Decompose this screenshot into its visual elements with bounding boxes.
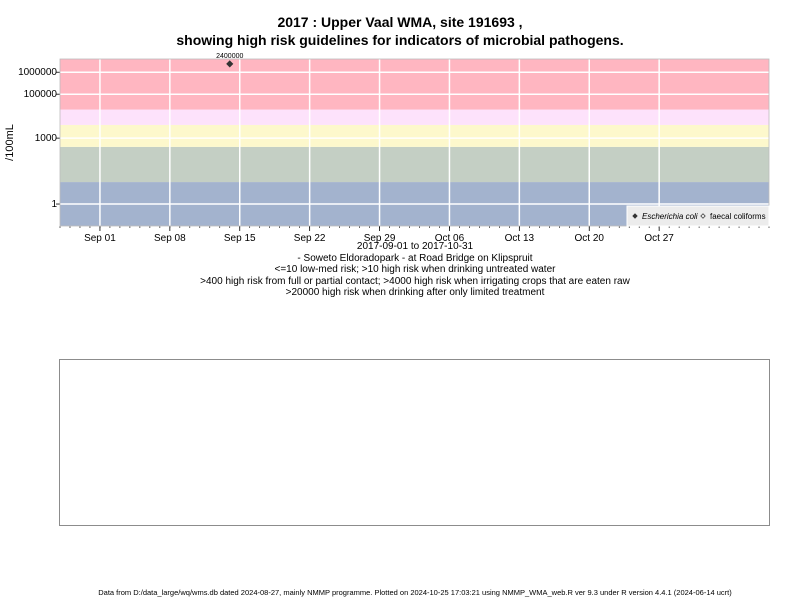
data-point-0-0 (226, 60, 234, 68)
axes: Sep 01 Sep 08 Sep 15 Sep 22 Sep 29 Oct 06 Oct … (4, 58, 770, 244)
legend-box (626, 205, 770, 227)
grid-lines (60, 59, 769, 226)
footer-note: Data from D:/data_large/wq/wms.db dated … (98, 588, 732, 597)
risk-band-1 (60, 146, 769, 183)
legend: Escherichia coli faecal coliforms (626, 205, 770, 227)
risk-band-3 (60, 109, 769, 125)
data-label-0-0: 2400000 (216, 53, 243, 60)
risk-bands (60, 59, 769, 226)
caption-date-range: 2017-09-01 to 2017-10-31 (356, 241, 474, 252)
y-tick-label-2: 100000 (24, 89, 58, 100)
y-tick-label-3: 1000000 (18, 67, 57, 78)
y-axis-label: /100mL (4, 124, 16, 161)
x-tick-label-0: Sep 01 (84, 233, 116, 244)
caption-guideline-3: >20000 high risk when drinking after onl… (285, 287, 545, 298)
data-points: 2400000 (216, 53, 243, 68)
legend-label-0: Escherichia coli (642, 212, 698, 221)
y-tick-label-0: 1 (51, 199, 57, 210)
legend-label-1: faecal coliforms (710, 212, 766, 221)
x-tick-label-8: Oct 27 (644, 233, 674, 244)
x-tick-label-1: Sep 08 (154, 233, 186, 244)
chart-title-line1: 2017 : Upper Vaal WMA, site 191693 , (277, 14, 523, 30)
legend-marker-0 (632, 213, 638, 219)
x-tick-label-2: Sep 15 (224, 233, 256, 244)
chart-title-line2: showing high risk guidelines for indicat… (176, 32, 624, 48)
microbial-risk-chart: 2400000 Sep 01 Sep 08 Sep 15 Sep 22 Sep 29 Oc… (4, 53, 770, 244)
caption-guideline-1: <=10 low-med risk; >10 high risk when dr… (274, 264, 556, 275)
caption-site: - Soweto Eldoradopark - at Road Bridge o… (297, 253, 533, 264)
x-tick-label-5: Oct 06 (435, 233, 465, 244)
risk-band-4 (60, 59, 769, 110)
caption-guideline-2: >400 high risk from full or partial cont… (200, 276, 630, 287)
legend-marker-1 (700, 213, 706, 219)
x-tick-label-3: Sep 22 (294, 233, 326, 244)
x-tick-label-4: Sep 29 (364, 233, 396, 244)
x-tick-label-6: Oct 13 (505, 233, 535, 244)
plot-frame (59, 58, 770, 227)
x-tick-label-7: Oct 20 (575, 233, 605, 244)
empty-plot-panel (59, 359, 770, 526)
risk-band-2 (60, 124, 769, 147)
y-tick-label-1: 1000 (35, 133, 58, 144)
